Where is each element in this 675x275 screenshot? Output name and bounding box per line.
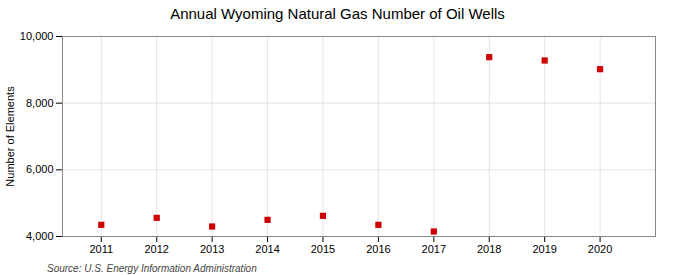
svg-text:8,000: 8,000 <box>26 97 54 109</box>
svg-text:6,000: 6,000 <box>26 163 54 175</box>
svg-text:2020: 2020 <box>588 243 612 255</box>
svg-text:2018: 2018 <box>477 243 501 255</box>
svg-text:2014: 2014 <box>255 243 279 255</box>
svg-text:2015: 2015 <box>311 243 335 255</box>
svg-text:4,000: 4,000 <box>26 230 54 242</box>
svg-text:2017: 2017 <box>422 243 446 255</box>
html-text:Annual Wyoming Natural Gas Num: Annual Wyoming Natural Gas Number of Oil… <box>170 5 505 22</box>
svg-text:2019: 2019 <box>532 243 556 255</box>
svg-text:2016: 2016 <box>366 243 390 255</box>
html-text:Source: U.S. Energy Informatio: Source: U.S. Energy Information Administ… <box>47 263 257 274</box>
svg-text:2013: 2013 <box>200 243 224 255</box>
svg-text:2012: 2012 <box>144 243 168 255</box>
svg-text:Number of Elements: Number of Elements <box>4 86 16 187</box>
svg-text:2011: 2011 <box>89 243 113 255</box>
svg-text:10,000: 10,000 <box>20 30 54 42</box>
